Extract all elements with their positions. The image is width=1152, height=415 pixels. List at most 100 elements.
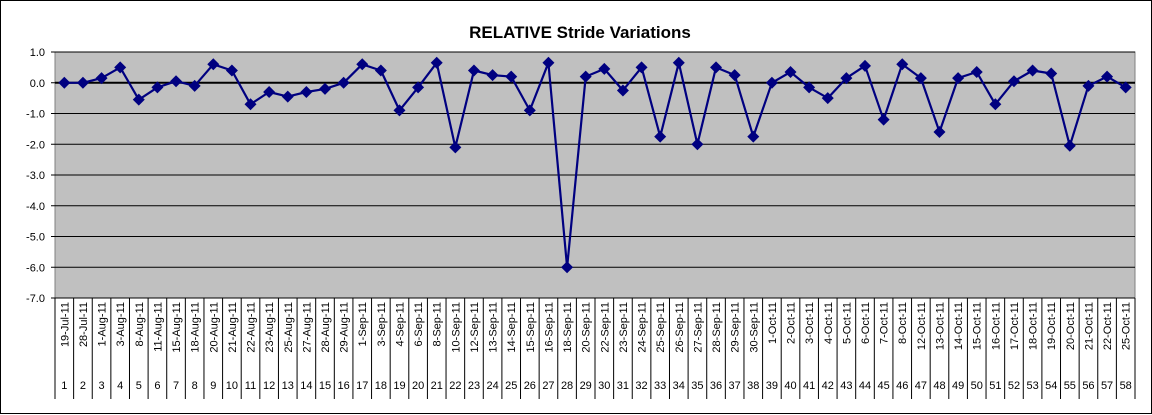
x-tick-label: 4-Oct-11	[823, 302, 835, 344]
x-index-label: 38	[747, 380, 759, 392]
x-tick-label: 6-Sep-11	[413, 302, 425, 346]
y-tick-label: -4.0	[26, 201, 45, 213]
x-index-label: 50	[971, 380, 983, 392]
data-point-marker	[114, 61, 127, 74]
x-index-label: 47	[915, 380, 927, 392]
data-point-marker	[188, 79, 201, 92]
y-tick-label: 1.0	[30, 47, 45, 59]
x-tick-label: 5-Oct-11	[841, 302, 853, 344]
x-index-label: 12	[263, 380, 275, 392]
data-point-marker	[1063, 139, 1076, 152]
y-tick-label: -1.0	[26, 109, 45, 121]
x-index-label: 54	[1045, 380, 1057, 392]
x-index-label: 49	[952, 380, 964, 392]
x-tick-label: 29-Sep-11	[730, 302, 742, 353]
data-point-marker	[95, 72, 108, 85]
x-index-label: 40	[784, 380, 796, 392]
data-point-marker	[616, 84, 629, 97]
data-point-marker	[486, 69, 499, 82]
x-tick-label: 8-Aug-11	[134, 302, 146, 346]
x-index-label: 51	[989, 380, 1001, 392]
x-axis: 19-Jul-11128-Jul-1121-Aug-1133-Aug-1148-…	[54, 298, 1136, 399]
x-index-label: 36	[710, 380, 722, 392]
series-line	[64, 61, 1127, 269]
x-index-label: 43	[840, 380, 852, 392]
data-point-marker	[859, 59, 871, 72]
data-point-marker	[449, 141, 462, 154]
x-tick-label: 14-Oct-11	[953, 302, 965, 350]
data-point-marker	[598, 62, 611, 75]
x-index-label: 30	[598, 380, 610, 392]
y-tick-label: -7.0	[26, 293, 45, 305]
x-index-label: 57	[1101, 380, 1113, 392]
x-index-label: 17	[356, 380, 368, 392]
x-tick-label: 23-Aug-11	[264, 302, 276, 353]
y-tick-label: -3.0	[26, 170, 45, 182]
x-index-label: 56	[1082, 380, 1094, 392]
data-point-marker	[1045, 67, 1058, 80]
x-index-label: 28	[561, 380, 573, 392]
x-tick-label: 6-Oct-11	[860, 302, 872, 344]
data-point-marker	[356, 58, 369, 71]
x-index-label: 31	[617, 380, 629, 392]
data-point-marker	[542, 56, 555, 69]
x-tick-label: 28-Sep-11	[711, 302, 723, 353]
x-tick-label: 1-Oct-11	[767, 302, 779, 344]
x-index-label: 32	[635, 380, 647, 392]
x-tick-label: 18-Oct-11	[1028, 302, 1040, 350]
x-index-label: 25	[505, 380, 517, 392]
x-index-label: 52	[1008, 380, 1020, 392]
data-point-marker	[170, 75, 183, 88]
x-tick-label: 20-Sep-11	[581, 302, 593, 353]
data-point-marker	[467, 64, 480, 77]
data-point-marker	[1026, 64, 1039, 77]
x-tick-label: 20-Oct-11	[1065, 302, 1077, 350]
x-index-label: 45	[877, 380, 889, 392]
x-index-label: 14	[300, 380, 312, 392]
x-index-label: 29	[580, 380, 592, 392]
x-tick-label: 13-Oct-11	[934, 302, 946, 350]
x-tick-label: 11-Aug-11	[152, 302, 164, 352]
data-point-marker	[412, 81, 425, 94]
x-tick-label: 27-Aug-11	[301, 302, 313, 353]
data-point-marker	[579, 70, 592, 83]
x-tick-label: 22-Sep-11	[599, 302, 611, 353]
x-index-label: 48	[933, 380, 945, 392]
x-tick-label: 28-Jul-11	[78, 302, 90, 347]
y-tick-label: -5.0	[26, 232, 45, 244]
x-tick-label: 25-Sep-11	[655, 302, 667, 353]
x-index-label: 18	[375, 380, 387, 392]
x-index-label: 41	[803, 380, 815, 392]
x-tick-label: 1-Aug-11	[97, 302, 109, 346]
x-index-label: 8	[192, 380, 198, 392]
x-tick-label: 16-Sep-11	[543, 302, 555, 353]
x-tick-label: 26-Sep-11	[674, 302, 686, 353]
x-index-label: 35	[691, 380, 703, 392]
data-point-marker	[896, 58, 909, 71]
x-index-label: 6	[154, 380, 160, 392]
data-point-marker	[207, 58, 220, 71]
x-tick-label: 7-Oct-11	[879, 302, 891, 344]
x-tick-label: 28-Aug-11	[320, 302, 332, 353]
x-tick-label: 13-Sep-11	[488, 302, 500, 353]
data-point-marker	[76, 76, 89, 89]
data-point-marker	[952, 72, 965, 85]
data-point-marker	[263, 85, 276, 98]
x-index-label: 34	[673, 380, 685, 392]
x-index-label: 16	[337, 380, 349, 392]
x-tick-label: 21-Aug-11	[227, 302, 239, 353]
x-index-label: 5	[136, 380, 142, 392]
data-point-marker	[747, 130, 760, 143]
x-tick-label: 22-Oct-11	[1102, 302, 1114, 350]
x-tick-label: 16-Oct-11	[990, 302, 1002, 350]
x-index-label: 9	[210, 380, 216, 392]
x-tick-label: 12-Sep-11	[469, 302, 481, 353]
x-index-label: 2	[80, 380, 86, 392]
x-tick-label: 29-Aug-11	[339, 302, 351, 353]
data-point-marker	[1101, 70, 1114, 83]
x-index-label: 26	[524, 380, 536, 392]
data-point-marker	[914, 72, 927, 85]
data-point-marker	[877, 113, 890, 126]
x-tick-label: 15-Aug-11	[171, 302, 183, 353]
x-tick-label: 14-Sep-11	[506, 302, 518, 353]
